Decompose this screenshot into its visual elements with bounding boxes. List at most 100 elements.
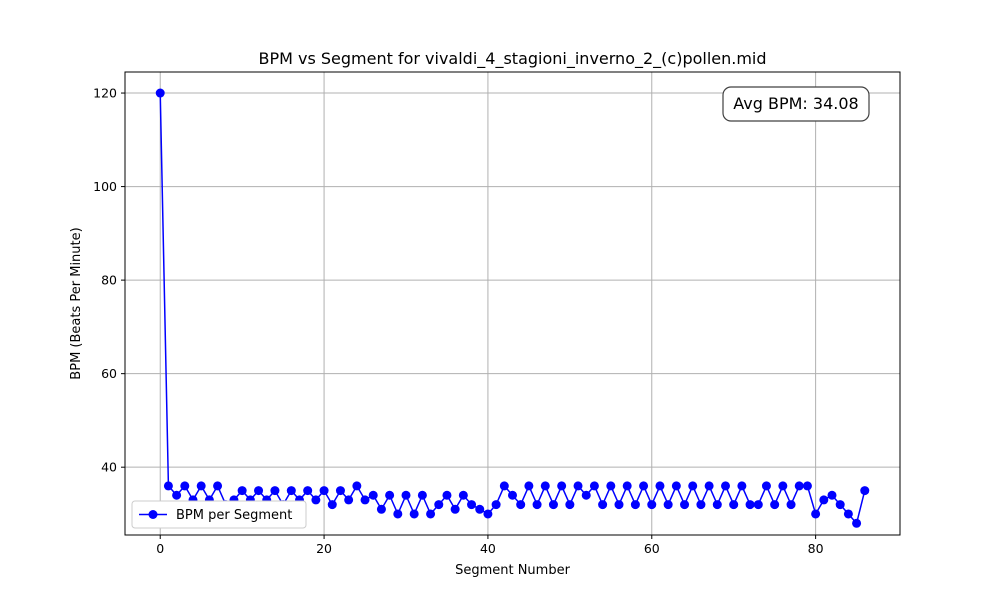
data-point [352, 481, 362, 491]
x-tick-label: 40 [480, 541, 496, 556]
data-point [499, 481, 509, 491]
data-point [483, 509, 493, 519]
data-point [753, 500, 763, 510]
y-tick-label: 40 [101, 460, 117, 475]
data-point [811, 509, 821, 519]
data-point [450, 504, 460, 514]
data-point [696, 500, 706, 510]
data-point [860, 486, 870, 496]
x-tick-label: 60 [644, 541, 660, 556]
data-point [360, 495, 370, 505]
data-point [311, 495, 321, 505]
data-point [819, 495, 829, 505]
y-tick-label: 60 [101, 366, 117, 381]
x-tick-label: 80 [808, 541, 824, 556]
data-point [622, 481, 632, 491]
data-point [491, 500, 501, 510]
data-point [327, 500, 337, 510]
data-point [786, 500, 796, 510]
y-tick-label: 100 [93, 179, 117, 194]
data-point [729, 500, 739, 510]
data-point [401, 490, 411, 500]
data-point [745, 500, 755, 510]
annotation-text: Avg BPM: 34.08 [733, 94, 858, 113]
data-point [639, 481, 649, 491]
data-point [303, 486, 313, 496]
plot-area [155, 88, 870, 528]
data-point [393, 509, 403, 519]
data-point [655, 481, 665, 491]
data-point [172, 490, 182, 500]
data-point [548, 500, 558, 510]
data-point [704, 481, 714, 491]
data-point [467, 500, 477, 510]
data-point [475, 504, 485, 514]
annotation-box [722, 86, 870, 122]
data-point [532, 500, 542, 510]
grid-lines [125, 72, 900, 535]
data-point [802, 481, 812, 491]
y-axis-ticks: 40 60 80 100 120 [93, 86, 125, 475]
series-line [159, 93, 866, 525]
data-point [614, 500, 624, 510]
data-point [270, 486, 280, 496]
data-point [589, 481, 599, 491]
y-axis-label: BPM (Beats Per Minute) [69, 227, 84, 379]
legend-marker-swatch [148, 510, 158, 519]
y-tick-label: 80 [101, 273, 117, 288]
data-point [213, 481, 223, 491]
data-point [647, 500, 657, 510]
data-point [319, 486, 329, 496]
data-point [827, 490, 837, 500]
y-tick-label: 120 [93, 86, 117, 101]
plot-frame [124, 71, 901, 536]
legend-entry-label: BPM per Segment [176, 508, 292, 523]
data-point [254, 486, 264, 496]
data-point [368, 490, 378, 500]
data-point [540, 481, 550, 491]
data-point [843, 509, 853, 519]
x-axis-ticks: 0 20 40 60 80 [156, 535, 824, 556]
data-point [761, 481, 771, 491]
data-point [663, 500, 673, 510]
data-point [344, 495, 354, 505]
data-point [237, 486, 247, 496]
data-point [606, 481, 616, 491]
data-point [598, 500, 608, 510]
data-point [376, 504, 386, 514]
data-point [426, 509, 436, 519]
data-point [163, 481, 173, 491]
data-point [155, 88, 165, 98]
data-point [630, 500, 640, 510]
data-point [712, 500, 722, 510]
legend-box [131, 500, 307, 529]
data-point [671, 481, 681, 491]
data-point [573, 481, 583, 491]
data-point [721, 481, 730, 491]
data-point [196, 481, 206, 491]
data-point [516, 500, 526, 510]
x-axis-label: Segment Number [455, 563, 571, 578]
data-point [852, 518, 862, 528]
data-point [409, 509, 419, 519]
data-point [442, 490, 452, 500]
data-point [385, 490, 395, 500]
data-point [524, 481, 534, 491]
data-point [180, 481, 190, 491]
data-point [680, 500, 690, 510]
data-point [565, 500, 575, 510]
data-point [770, 500, 780, 510]
legend: BPM per Segment [131, 500, 307, 529]
x-tick-label: 0 [156, 541, 164, 556]
data-point [835, 500, 845, 510]
data-point [688, 481, 698, 491]
avg-bpm-annotation: Avg BPM: 34.08 [722, 86, 870, 122]
data-point [557, 481, 567, 491]
data-point [434, 500, 444, 510]
data-point [508, 490, 517, 500]
data-point [737, 481, 747, 491]
data-point [335, 486, 345, 496]
data-point [794, 481, 804, 491]
x-tick-label: 20 [316, 541, 332, 556]
